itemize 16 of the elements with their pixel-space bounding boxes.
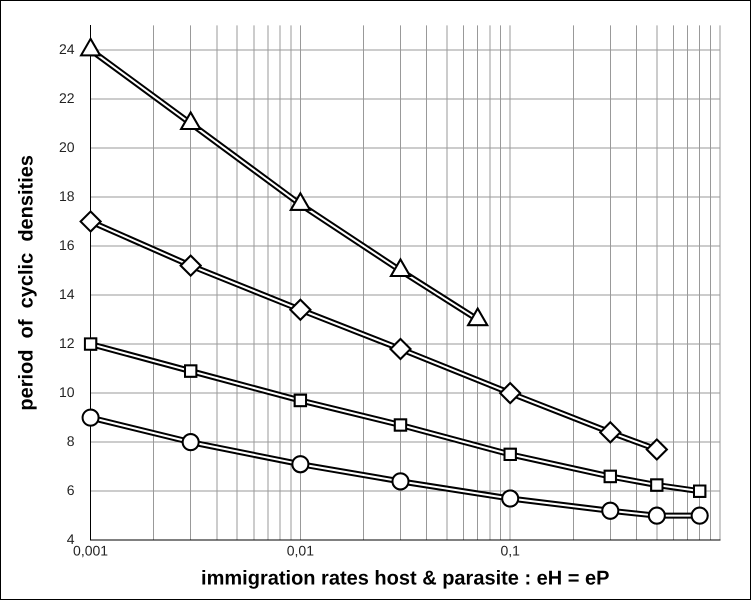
y-tick-label: 12 xyxy=(58,334,75,351)
y-tick-label: 24 xyxy=(58,40,75,57)
x-axis-title: immigration rates host & parasite : eH = eP xyxy=(201,568,610,590)
x-tick-label: 0,001 xyxy=(73,542,108,558)
y-tick-label: 16 xyxy=(58,236,75,253)
y-tick-label: 20 xyxy=(58,138,75,155)
y-tick-label: 14 xyxy=(58,286,75,302)
y-tick-label: 22 xyxy=(58,90,75,106)
y-tick-label: 8 xyxy=(66,433,75,449)
y-tick-label: 18 xyxy=(58,188,75,204)
x-tick-label: 0,1 xyxy=(500,542,520,558)
x-tick-label: 0,01 xyxy=(286,542,314,558)
y-tick-label: 4 xyxy=(66,531,75,548)
y-tick-label: 10 xyxy=(58,384,75,400)
y-axis-title: period of cyclic densities xyxy=(16,154,38,411)
y-tick-label: 6 xyxy=(66,482,75,498)
